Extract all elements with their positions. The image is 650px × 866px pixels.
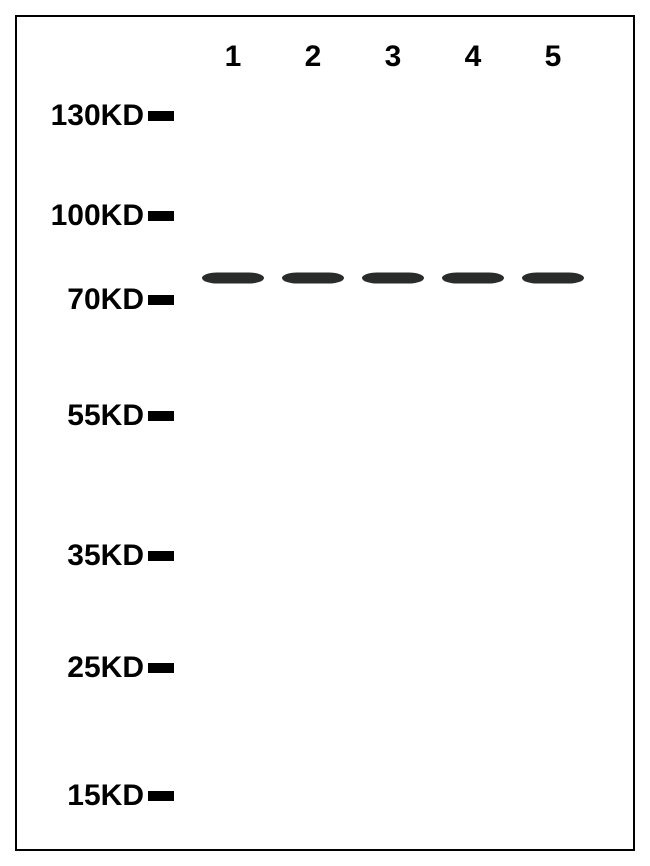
mw-label-35kd: 35KD: [67, 539, 144, 573]
mw-label-70kd: 70KD: [67, 283, 144, 317]
mw-label-130kd: 130KD: [51, 99, 144, 133]
lane-label-3: 3: [385, 40, 402, 74]
mw-tick-55kd: [148, 411, 174, 421]
mw-label-100kd: 100KD: [51, 199, 144, 233]
band-lane-2: [282, 273, 344, 284]
blot-image: 1 2 3 4 5 130KD 100KD 70KD 55KD 35KD 25K…: [0, 0, 650, 866]
band-lane-4: [442, 273, 504, 284]
lane-label-5: 5: [545, 40, 562, 74]
lane-label-4: 4: [465, 40, 482, 74]
mw-tick-35kd: [148, 551, 174, 561]
blot-frame: [15, 15, 635, 851]
mw-label-15kd: 15KD: [67, 779, 144, 813]
mw-label-25kd: 25KD: [67, 651, 144, 685]
band-lane-5: [522, 273, 584, 284]
mw-tick-130kd: [148, 111, 174, 121]
lane-label-1: 1: [225, 40, 242, 74]
lane-label-2: 2: [305, 40, 322, 74]
mw-tick-15kd: [148, 791, 174, 801]
band-lane-3: [362, 273, 424, 284]
mw-tick-70kd: [148, 295, 174, 305]
band-lane-1: [202, 273, 264, 284]
mw-label-55kd: 55KD: [67, 399, 144, 433]
mw-tick-25kd: [148, 663, 174, 673]
mw-tick-100kd: [148, 211, 174, 221]
